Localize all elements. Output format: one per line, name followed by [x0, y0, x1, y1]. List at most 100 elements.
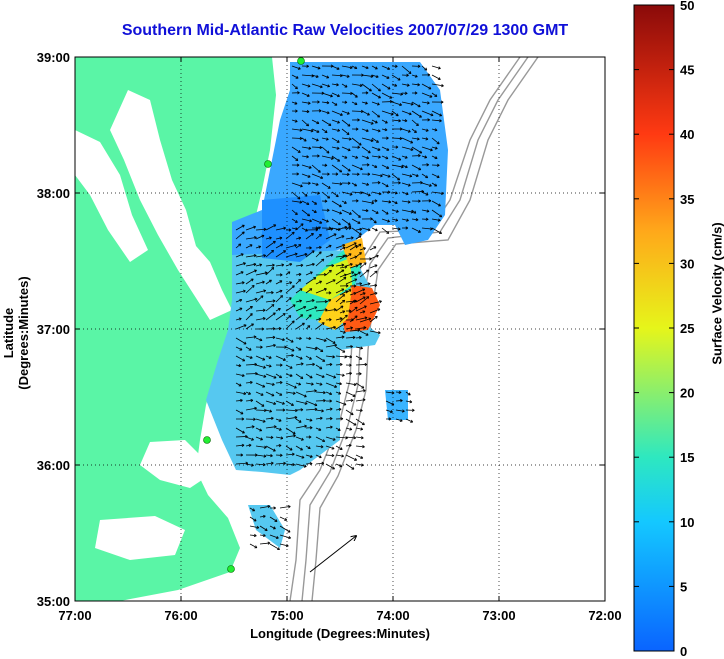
- velocity-arrow: [259, 542, 271, 545]
- velocity-arrow: [331, 83, 339, 86]
- velocity-arrowhead: [270, 453, 273, 457]
- velocity-arrow: [311, 83, 323, 88]
- velocity-arrow: [405, 400, 412, 403]
- velocity-arrowhead: [316, 182, 319, 186]
- velocity-arrow: [295, 253, 308, 258]
- velocity-arrow: [401, 137, 413, 144]
- velocity-arrowhead: [398, 227, 401, 230]
- velocity-arrow: [255, 228, 267, 231]
- velocity-arrowhead: [278, 326, 282, 329]
- velocity-arrow: [255, 246, 261, 249]
- velocity-arrowhead: [317, 121, 320, 124]
- velocity-arrowhead: [263, 533, 266, 537]
- velocity-arrow: [291, 146, 301, 153]
- grid-lines: [75, 57, 605, 601]
- velocity-arrowhead: [263, 365, 266, 368]
- velocity-arrow: [325, 382, 337, 388]
- velocity-arrow: [371, 65, 378, 70]
- velocity-arrowhead: [430, 148, 433, 151]
- velocity-arrow: [355, 235, 362, 240]
- velocity-arrowhead: [339, 317, 343, 319]
- velocity-arrow: [249, 525, 259, 529]
- velocity-arrow: [305, 418, 313, 421]
- velocity-arrowhead: [352, 335, 356, 338]
- velocity-arrow: [245, 306, 253, 312]
- velocity-arrow: [275, 462, 286, 465]
- velocity-arrow: [315, 382, 323, 386]
- velocity-arrow: [275, 250, 286, 258]
- velocity-arrowhead: [348, 222, 351, 226]
- velocity-arrow: [359, 330, 369, 336]
- velocity-arrow: [235, 436, 248, 438]
- bay-water: [75, 130, 148, 262]
- velocity-arrowhead: [435, 156, 438, 159]
- velocity-arrowhead: [388, 417, 392, 420]
- velocity-arrow: [235, 399, 243, 402]
- velocity-arrowhead: [376, 210, 379, 214]
- velocity-arrow: [275, 355, 286, 361]
- velocity-arrow: [401, 128, 411, 133]
- velocity-arrowhead: [291, 339, 294, 343]
- velocity-arrow: [235, 299, 242, 303]
- velocity-arrowhead: [291, 320, 295, 322]
- velocity-arrow: [345, 436, 356, 439]
- velocity-arrowhead: [399, 102, 402, 106]
- velocity-arrow: [331, 209, 342, 214]
- velocity-arrowhead: [371, 138, 374, 142]
- velocity-arrow: [411, 173, 419, 177]
- velocity-arrow: [331, 128, 340, 132]
- velocity-arrow: [311, 119, 320, 124]
- velocity-arrow: [285, 391, 296, 394]
- velocity-arrow: [359, 292, 366, 296]
- reference-scale-arrow: [309, 536, 356, 573]
- velocity-arrow: [359, 269, 369, 278]
- velocity-arrow: [259, 515, 266, 518]
- velocity-arrowhead: [260, 428, 263, 432]
- velocity-arrow: [361, 155, 369, 159]
- velocity-arrow: [405, 418, 413, 423]
- velocity-arrow: [331, 200, 342, 208]
- velocity-arrowhead: [250, 355, 253, 359]
- velocity-arrowhead: [440, 113, 443, 116]
- velocity-arrow: [285, 281, 292, 285]
- velocity-arrowhead: [401, 165, 404, 168]
- velocity-arrow: [311, 128, 320, 133]
- velocity-arrowhead: [361, 455, 364, 459]
- velocity-arrowhead: [414, 91, 418, 94]
- velocity-arrowhead: [279, 236, 283, 239]
- velocity-arrow: [301, 146, 312, 149]
- velocity-arrowhead: [242, 373, 245, 377]
- velocity-arrow: [401, 83, 410, 86]
- velocity-arrow: [391, 92, 403, 95]
- velocity-arrowhead: [326, 75, 330, 79]
- velocity-arrow: [331, 110, 343, 116]
- velocity-arrow: [301, 191, 308, 197]
- velocity-arrowhead: [429, 86, 432, 90]
- velocity-arrowhead: [331, 156, 334, 159]
- velocity-arrow: [285, 354, 294, 357]
- velocity-arrow: [355, 336, 362, 339]
- velocity-arrowhead: [379, 300, 382, 302]
- velocity-arrow: [275, 418, 282, 422]
- velocity-arrow: [269, 525, 276, 530]
- velocity-arrowhead: [280, 295, 283, 297]
- velocity-arrowhead: [395, 64, 398, 67]
- velocity-arrowhead: [365, 91, 369, 94]
- velocity-arrow: [245, 323, 254, 330]
- velocity-arrowhead: [340, 169, 343, 173]
- velocity-arrow: [335, 264, 344, 267]
- velocity-arrowhead: [395, 191, 398, 194]
- velocity-arrow: [321, 137, 329, 140]
- velocity-arrowhead: [272, 299, 276, 302]
- velocity-arrowhead: [333, 437, 336, 441]
- colorbar-tick-label: 15: [680, 450, 694, 465]
- velocity-arrow: [245, 391, 251, 395]
- velocity-arrowhead: [319, 169, 321, 173]
- velocity-arrowhead: [323, 399, 326, 401]
- velocity-arrowhead: [258, 245, 261, 247]
- velocity-arrow: [349, 306, 358, 314]
- velocity-arrow: [265, 240, 276, 249]
- colorbar-label: Surface Velocity (cm/s): [709, 222, 724, 365]
- velocity-arrow: [335, 391, 341, 395]
- velocity-arrow: [381, 146, 390, 151]
